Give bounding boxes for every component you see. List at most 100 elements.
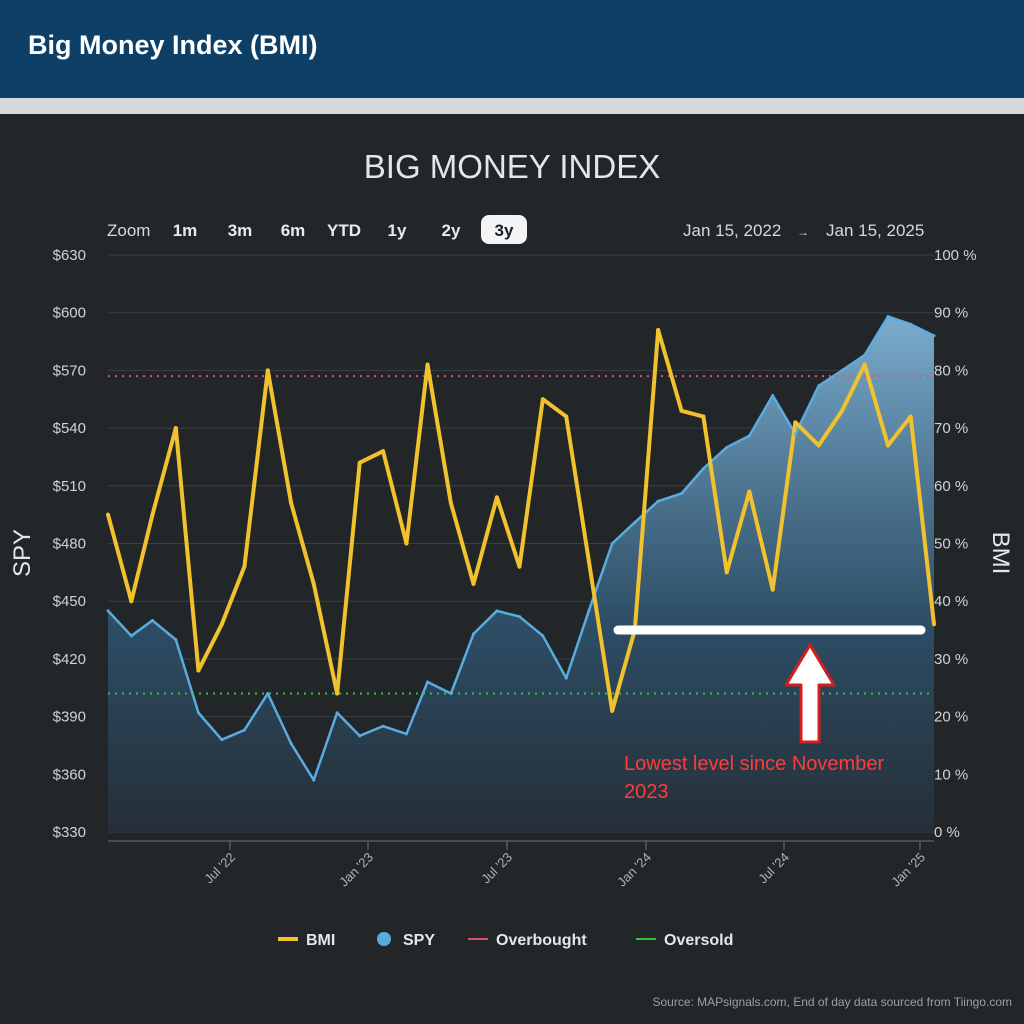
spy-point <box>266 692 270 696</box>
spy-point <box>725 445 729 449</box>
bmi-point <box>357 460 362 465</box>
bmi-point <box>196 668 201 673</box>
y-right-axis-label: BMI <box>987 532 1014 575</box>
y-right-tick: 60 % <box>934 478 968 495</box>
spy-point <box>381 724 385 728</box>
spy-point <box>633 520 637 524</box>
spy-point <box>701 466 705 470</box>
spy-point <box>840 368 844 372</box>
bmi-point <box>404 541 409 546</box>
spy-point <box>495 609 499 613</box>
bmi-point <box>448 501 453 506</box>
spy-point <box>610 542 614 545</box>
header-divider <box>0 98 1024 114</box>
spy-point <box>129 634 133 638</box>
y-right-tick: 50 % <box>934 536 968 553</box>
spy-point <box>863 353 867 357</box>
bmi-point <box>932 622 936 627</box>
legend-item-bmi[interactable]: BMI <box>306 932 335 949</box>
y-right-tick: 90 % <box>934 305 968 322</box>
x-tick-label: Jul '22 <box>201 850 238 887</box>
y-right-tick: 100 % <box>934 247 977 264</box>
spy-point <box>196 711 200 715</box>
zoom-label: Zoom <box>107 221 150 240</box>
up-arrow-icon <box>784 643 836 744</box>
bmi-point <box>816 443 821 448</box>
y-right-tick: 70 % <box>934 420 968 437</box>
zoom-button-3m[interactable]: 3m <box>228 221 253 240</box>
y-left-tick: $630 <box>53 247 86 264</box>
bmi-point <box>517 564 522 569</box>
source-note: Source: MAPsignals.com, End of day data … <box>652 995 1012 1009</box>
bmi-point <box>381 449 386 454</box>
zoom-button-6m[interactable]: 6m <box>281 221 306 240</box>
spy-point <box>517 615 521 619</box>
y-right-tick: 0 % <box>934 824 960 841</box>
y-left-tick: $360 <box>53 766 86 783</box>
y-right-tick: 30 % <box>934 651 968 668</box>
bmi-point <box>564 414 569 419</box>
y-left-tick: $480 <box>53 536 86 553</box>
range-from[interactable]: Jan 15, 2022 <box>683 221 781 240</box>
header-banner: Big Money Index (BMI) <box>0 0 1024 98</box>
y-right-tick: 40 % <box>934 593 968 610</box>
bmi-point <box>886 443 891 448</box>
y-right-tick: 10 % <box>934 766 968 783</box>
bmi-point <box>679 408 684 413</box>
legend-item-oversold[interactable]: Oversold <box>664 932 733 949</box>
bmi-point <box>840 408 845 413</box>
spy-point <box>656 499 660 503</box>
spy-point <box>426 680 430 684</box>
x-tick-label: Jul '23 <box>478 850 515 887</box>
bmi-point <box>129 599 134 604</box>
bmi-point <box>701 414 706 419</box>
range-to[interactable]: Jan 15, 2025 <box>826 221 924 240</box>
zoom-button-3y[interactable]: 3y <box>495 221 514 240</box>
zoom-button-ytd[interactable]: YTD <box>327 221 361 240</box>
bmi-point <box>173 426 178 431</box>
y-left-tick: $540 <box>53 420 86 437</box>
legend-item-spy[interactable]: SPY <box>403 932 435 949</box>
bmi-point <box>724 570 729 575</box>
bmi-point <box>242 564 247 569</box>
bmi-point <box>586 558 591 563</box>
zoom-button-1y[interactable]: 1y <box>388 221 407 240</box>
zoom-button-2y[interactable]: 2y <box>442 221 461 240</box>
bmi-point <box>610 708 615 713</box>
x-tick-label: Jan '24 <box>614 850 654 890</box>
spy-point <box>886 315 890 319</box>
spy-point <box>564 676 568 680</box>
chart-title: BIG MONEY INDEX <box>364 148 660 185</box>
bmi-point <box>540 397 545 402</box>
annotation-line-1: Lowest level since November <box>624 753 884 775</box>
page-title: Big Money Index (BMI) <box>28 30 318 60</box>
spy-point <box>909 322 913 326</box>
x-tick-label: Jan '23 <box>336 850 376 890</box>
bmi-point <box>494 495 499 500</box>
spy-point <box>680 491 684 495</box>
spy-point <box>220 738 224 742</box>
spy-point <box>174 638 178 642</box>
zoom-button-1m[interactable]: 1m <box>173 221 198 240</box>
spy-point <box>771 393 775 397</box>
spy-point <box>242 728 246 732</box>
spy-point <box>335 711 339 715</box>
spy-point <box>793 432 797 436</box>
spy-point <box>150 618 154 622</box>
bmi-point <box>770 587 775 592</box>
bmi-point <box>908 414 913 419</box>
annotation-line-2: 2023 <box>624 781 669 803</box>
bmi-point <box>289 501 294 506</box>
spy-point <box>449 692 453 696</box>
y-left-tick: $390 <box>53 709 86 726</box>
bmi-point <box>471 581 476 586</box>
x-tick-label: Jul '24 <box>755 850 792 887</box>
spy-point <box>747 434 751 438</box>
legend-item-overbought[interactable]: Overbought <box>496 932 587 949</box>
y-left-tick: $450 <box>53 593 86 610</box>
y-left-axis-label: SPY <box>9 529 36 577</box>
bmi-point <box>106 512 110 517</box>
spy-point <box>541 634 545 638</box>
range-arrow-icon: → <box>797 225 809 239</box>
